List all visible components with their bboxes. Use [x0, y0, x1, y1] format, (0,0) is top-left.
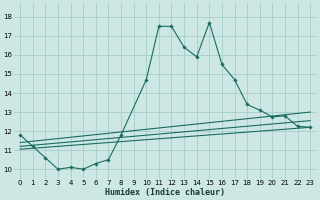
X-axis label: Humidex (Indice chaleur): Humidex (Indice chaleur)	[105, 188, 225, 197]
